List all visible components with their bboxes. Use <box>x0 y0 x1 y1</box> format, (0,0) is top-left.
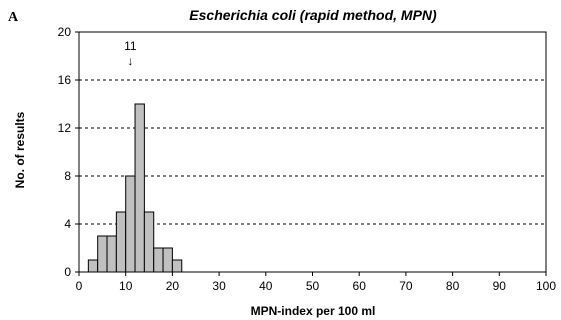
x-tick-label: 60 <box>353 279 367 293</box>
gridlines <box>79 79 546 225</box>
x-tick-label: 30 <box>212 279 226 293</box>
panel-letter: A <box>8 10 19 25</box>
y-tick-label: 8 <box>64 169 71 183</box>
y-axis-title: No. of results <box>13 111 27 188</box>
y-tick-label: 16 <box>58 73 72 87</box>
y-tick-label: 20 <box>58 25 72 39</box>
histogram-bar <box>153 247 164 273</box>
x-tick-label: 0 <box>76 279 83 293</box>
y-tick-label: 12 <box>58 121 72 135</box>
histogram-bar <box>87 259 99 273</box>
annotation-label: 11 <box>124 39 137 53</box>
histogram-bar <box>143 211 155 273</box>
x-tick-labels: 0 10 20 30 40 50 60 70 80 90 100 <box>76 279 557 293</box>
histogram-bar <box>115 211 127 273</box>
bars <box>87 103 183 273</box>
x-tick-label: 50 <box>306 279 320 293</box>
x-tick-label: 90 <box>493 279 507 293</box>
x-tick-label: 20 <box>166 279 180 293</box>
x-axis-title: MPN-index per 100 ml <box>251 304 376 318</box>
y-tick-labels: 0 4 8 12 16 20 <box>58 25 72 279</box>
histogram-bar <box>162 247 173 273</box>
annotation-arrow-icon: ↓ <box>127 54 133 68</box>
x-tick-label: 70 <box>399 279 413 293</box>
y-tick-label: 4 <box>64 217 71 231</box>
histogram-bar <box>125 175 136 273</box>
y-tick-label: 0 <box>64 265 71 279</box>
x-tick-label: 10 <box>119 279 133 293</box>
x-tick-label: 80 <box>446 279 460 293</box>
chart-title: Escherichia coli (rapid method, MPN) <box>189 7 437 23</box>
histogram-bar <box>134 103 145 273</box>
x-tick-label: 100 <box>536 279 556 293</box>
x-tick-label: 40 <box>259 279 273 293</box>
histogram-bar <box>171 259 183 273</box>
histogram-bar <box>106 235 117 273</box>
histogram-bar <box>97 235 108 273</box>
axis-ticks <box>75 31 547 276</box>
